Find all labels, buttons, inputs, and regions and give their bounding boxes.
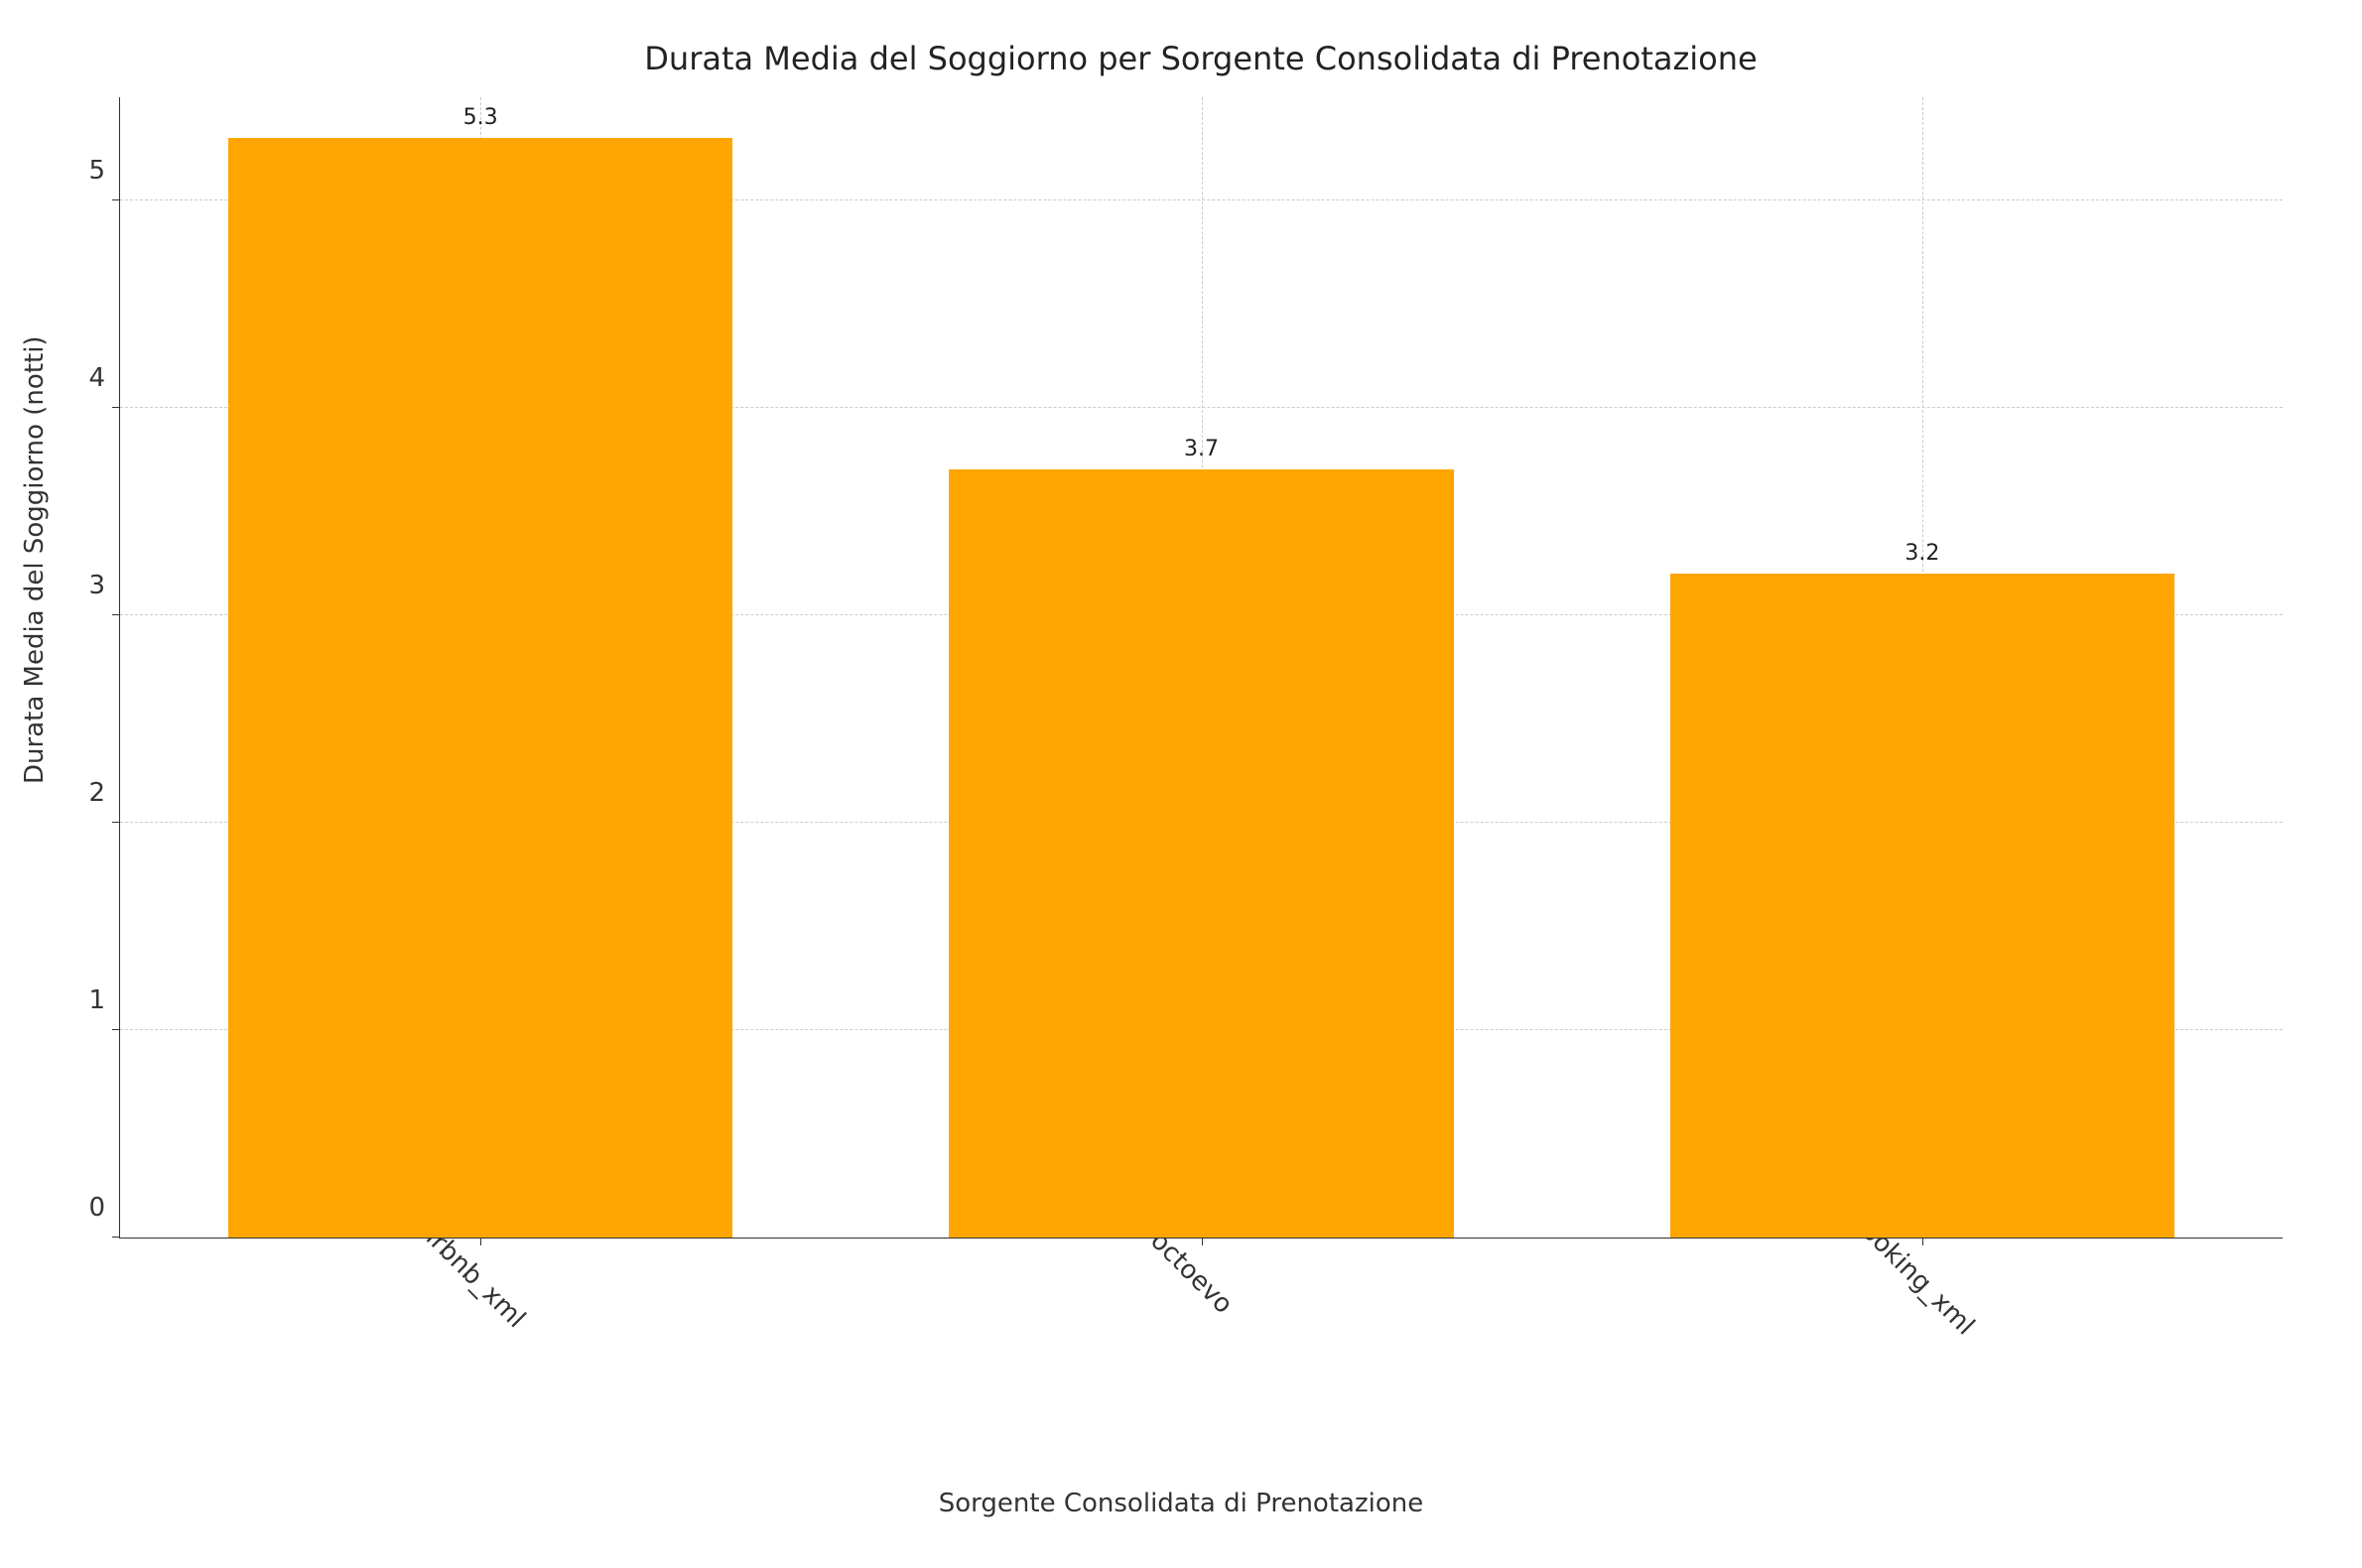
chart-title: Durata Media del Soggiorno per Sorgente … (119, 40, 2283, 77)
y-tick-mark (112, 1029, 120, 1030)
chart-container: Durata Media del Soggiorno per Sorgente … (0, 0, 2362, 1568)
y-tick-mark (112, 199, 120, 200)
bar-value-label: 5.3 (463, 105, 498, 130)
x-tick-label: octoevo (1144, 1226, 1238, 1319)
y-tick-label: 5 (88, 156, 120, 186)
bar (228, 138, 732, 1238)
x-tick-mark (480, 1238, 481, 1245)
y-tick-label: 3 (88, 571, 120, 600)
y-tick-mark (112, 614, 120, 615)
y-tick-label: 0 (88, 1193, 120, 1223)
x-tick-mark (1922, 1238, 1923, 1245)
y-tick-label: 2 (88, 778, 120, 808)
bar-value-label: 3.2 (1904, 541, 1939, 566)
bar (949, 469, 1453, 1238)
y-tick-label: 4 (88, 363, 120, 393)
x-tick-mark (1202, 1238, 1203, 1245)
bar-value-label: 3.7 (1184, 437, 1219, 461)
y-tick-mark (112, 407, 120, 408)
y-axis-label: Durata Media del Soggiorno (notti) (20, 335, 50, 784)
y-tick-mark (112, 822, 120, 823)
bar (1670, 574, 2174, 1238)
plot-area: 0123455.3airbnb_xml3.7octoevo3.2booking_… (119, 97, 2283, 1239)
x-axis-label: Sorgente Consolidata di Prenotazione (939, 1489, 1423, 1518)
y-tick-mark (112, 1237, 120, 1238)
y-tick-label: 1 (88, 985, 120, 1015)
